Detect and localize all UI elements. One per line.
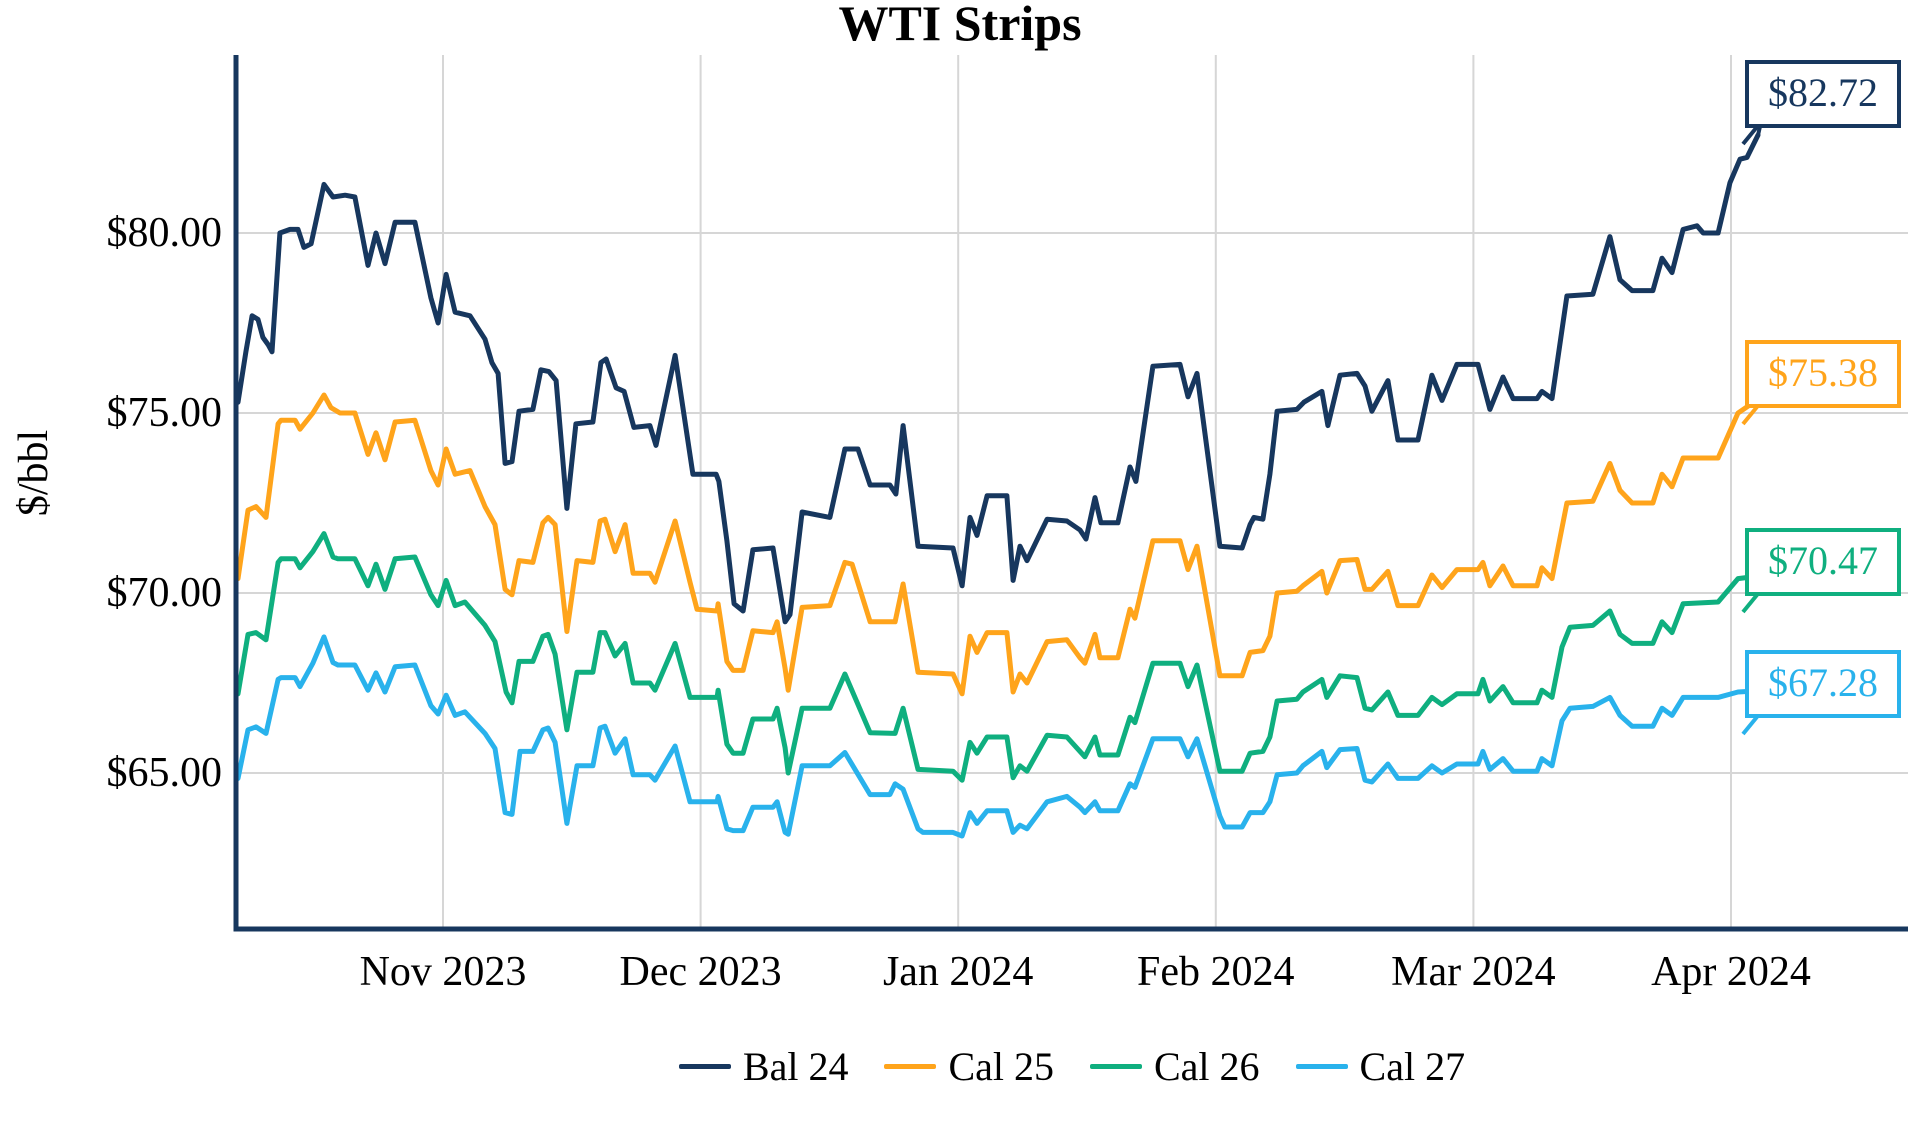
legend-swatch-icon (1090, 1063, 1142, 1069)
x-tick-label: Feb 2024 (1137, 949, 1295, 995)
y-axis-label: $/bbl (11, 429, 57, 517)
legend-swatch-icon (1295, 1063, 1348, 1069)
end-label-bal-24: $82.72 (1745, 60, 1901, 128)
x-tick-label: Jan 2024 (882, 949, 1034, 995)
y-tick-label: $80.00 (106, 210, 223, 256)
series-line-cal-26 (235, 531, 1761, 783)
legend-label: Bal 24 (742, 1043, 849, 1089)
chart-title: WTI Strips (838, 0, 1082, 51)
legend-swatch-icon (884, 1063, 937, 1069)
x-tick-label: Nov 2023 (359, 949, 527, 995)
x-tick-label: Apr 2024 (1651, 949, 1811, 995)
legend-swatch-icon (678, 1063, 731, 1069)
legend-item-bal-24: Bal 24 (678, 1043, 849, 1090)
legend-label: Cal 26 (1154, 1043, 1260, 1089)
series-line-cal-25 (235, 392, 1761, 697)
legend: Bal 24 Cal 25 Cal 26 Cal 27 (236, 1036, 1908, 1096)
y-tick-label: $70.00 (106, 570, 223, 616)
end-label-cal-26: $70.47 (1745, 528, 1901, 596)
legend-label: Cal 25 (948, 1043, 1054, 1089)
legend-label: Cal 27 (1359, 1043, 1466, 1089)
legend-item-cal-25: Cal 25 (884, 1043, 1054, 1090)
x-tick-label: Dec 2023 (619, 949, 782, 995)
end-label-cal-27: $67.28 (1745, 650, 1901, 718)
legend-item-cal-26: Cal 26 (1090, 1043, 1260, 1090)
legend-item-cal-27: Cal 27 (1295, 1043, 1466, 1090)
x-tick-label: Mar 2024 (1391, 949, 1556, 995)
y-tick-label: $75.00 (106, 390, 223, 436)
series-line-cal-27 (235, 634, 1761, 839)
end-label-cal-25: $75.38 (1745, 340, 1901, 408)
y-tick-label: $65.00 (106, 750, 223, 796)
series-line-bal-24 (235, 132, 1761, 625)
